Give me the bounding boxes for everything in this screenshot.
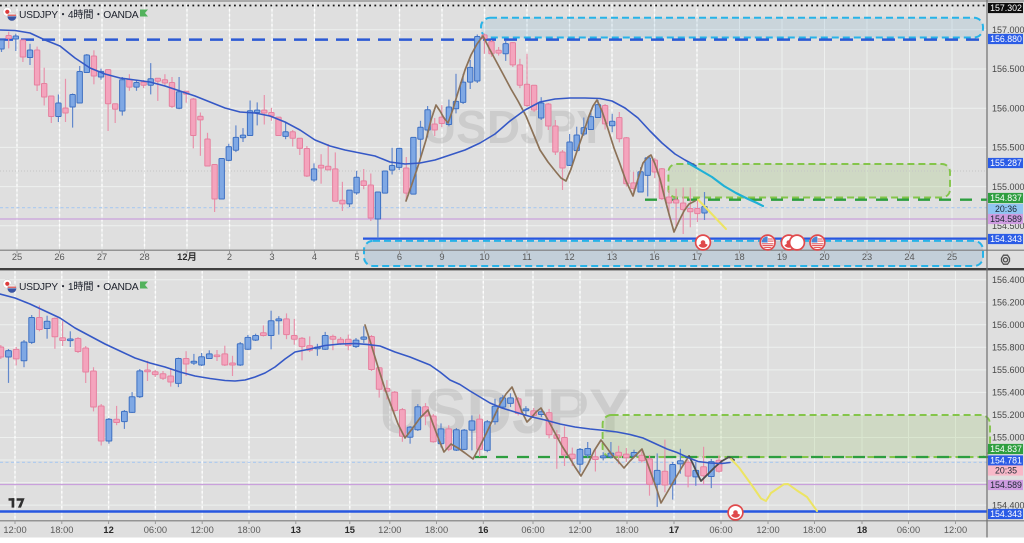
svg-text:06:00: 06:00 (897, 525, 920, 535)
svg-text:154.400: 154.400 (992, 500, 1024, 510)
svg-text:12月: 12月 (177, 252, 197, 262)
svg-text:6: 6 (397, 252, 402, 262)
svg-text:12: 12 (103, 525, 113, 535)
svg-text:12:00: 12:00 (3, 525, 26, 535)
svg-text:154.589: 154.589 (990, 480, 1022, 490)
svg-text:18: 18 (734, 252, 744, 262)
svg-text:25: 25 (947, 252, 957, 262)
svg-text:27: 27 (97, 252, 107, 262)
svg-text:156.200: 156.200 (992, 298, 1024, 308)
svg-text:18: 18 (857, 525, 867, 535)
svg-text:06:00: 06:00 (521, 525, 544, 535)
svg-text:9: 9 (439, 252, 444, 262)
svg-text:2: 2 (227, 252, 232, 262)
svg-text:12:00: 12:00 (568, 525, 591, 535)
svg-text:18:00: 18:00 (615, 525, 638, 535)
svg-text:13: 13 (607, 252, 617, 262)
svg-text:17: 17 (669, 525, 679, 535)
svg-text:06:00: 06:00 (144, 525, 167, 535)
svg-text:154.500: 154.500 (992, 221, 1024, 231)
svg-text:15: 15 (345, 525, 355, 535)
svg-text:155.287: 155.287 (990, 158, 1022, 168)
svg-text:155.400: 155.400 (992, 388, 1024, 398)
svg-text:12:00: 12:00 (756, 525, 779, 535)
svg-text:18:00: 18:00 (803, 525, 826, 535)
svg-text:28: 28 (139, 252, 149, 262)
svg-text:156.500: 156.500 (992, 64, 1024, 74)
svg-text:23: 23 (862, 252, 872, 262)
svg-text:12: 12 (564, 252, 574, 262)
svg-text:06:00: 06:00 (709, 525, 732, 535)
svg-text:155.500: 155.500 (992, 143, 1024, 153)
svg-text:12:00: 12:00 (191, 525, 214, 535)
svg-text:18:00: 18:00 (237, 525, 260, 535)
svg-text:156.880: 156.880 (990, 34, 1022, 44)
svg-text:5: 5 (354, 252, 359, 262)
svg-text:17: 17 (692, 252, 702, 262)
svg-text:154.343: 154.343 (990, 509, 1022, 519)
svg-text:154.837: 154.837 (990, 444, 1022, 454)
svg-text:154.837: 154.837 (990, 193, 1022, 203)
svg-text:USDJPY・1時間・OANDA: USDJPY・1時間・OANDA (19, 281, 139, 293)
svg-text:4: 4 (312, 252, 317, 262)
svg-text:155.800: 155.800 (992, 343, 1024, 353)
svg-text:154.781: 154.781 (990, 456, 1022, 466)
svg-text:13: 13 (291, 525, 301, 535)
svg-text:19: 19 (777, 252, 787, 262)
svg-text:3: 3 (269, 252, 274, 262)
svg-text:155.000: 155.000 (992, 433, 1024, 443)
svg-text:12:00: 12:00 (378, 525, 401, 535)
svg-text:25: 25 (12, 252, 22, 262)
svg-text:154.343: 154.343 (990, 234, 1022, 244)
svg-text:157.302: 157.302 (990, 3, 1022, 13)
svg-text:26: 26 (54, 252, 64, 262)
svg-text:156.400: 156.400 (992, 275, 1024, 285)
svg-text:24: 24 (904, 252, 914, 262)
svg-text:156.000: 156.000 (992, 320, 1024, 330)
svg-text:155.600: 155.600 (992, 365, 1024, 375)
svg-text:16: 16 (478, 525, 488, 535)
svg-text:10: 10 (479, 252, 489, 262)
svg-text:157.000: 157.000 (992, 25, 1024, 35)
svg-text:18:00: 18:00 (425, 525, 448, 535)
svg-text:20:35: 20:35 (995, 466, 1017, 476)
svg-text:155.200: 155.200 (992, 410, 1024, 420)
svg-text:20:36: 20:36 (995, 204, 1017, 214)
svg-text:155.000: 155.000 (992, 182, 1024, 192)
svg-text:156.000: 156.000 (992, 103, 1024, 113)
svg-text:20: 20 (819, 252, 829, 262)
svg-text:11: 11 (522, 252, 532, 262)
svg-text:16: 16 (649, 252, 659, 262)
svg-text:18:00: 18:00 (50, 525, 73, 535)
svg-text:154.589: 154.589 (990, 214, 1022, 224)
svg-text:USDJPY・4時間・OANDA: USDJPY・4時間・OANDA (19, 9, 139, 21)
svg-text:12:00: 12:00 (944, 525, 967, 535)
